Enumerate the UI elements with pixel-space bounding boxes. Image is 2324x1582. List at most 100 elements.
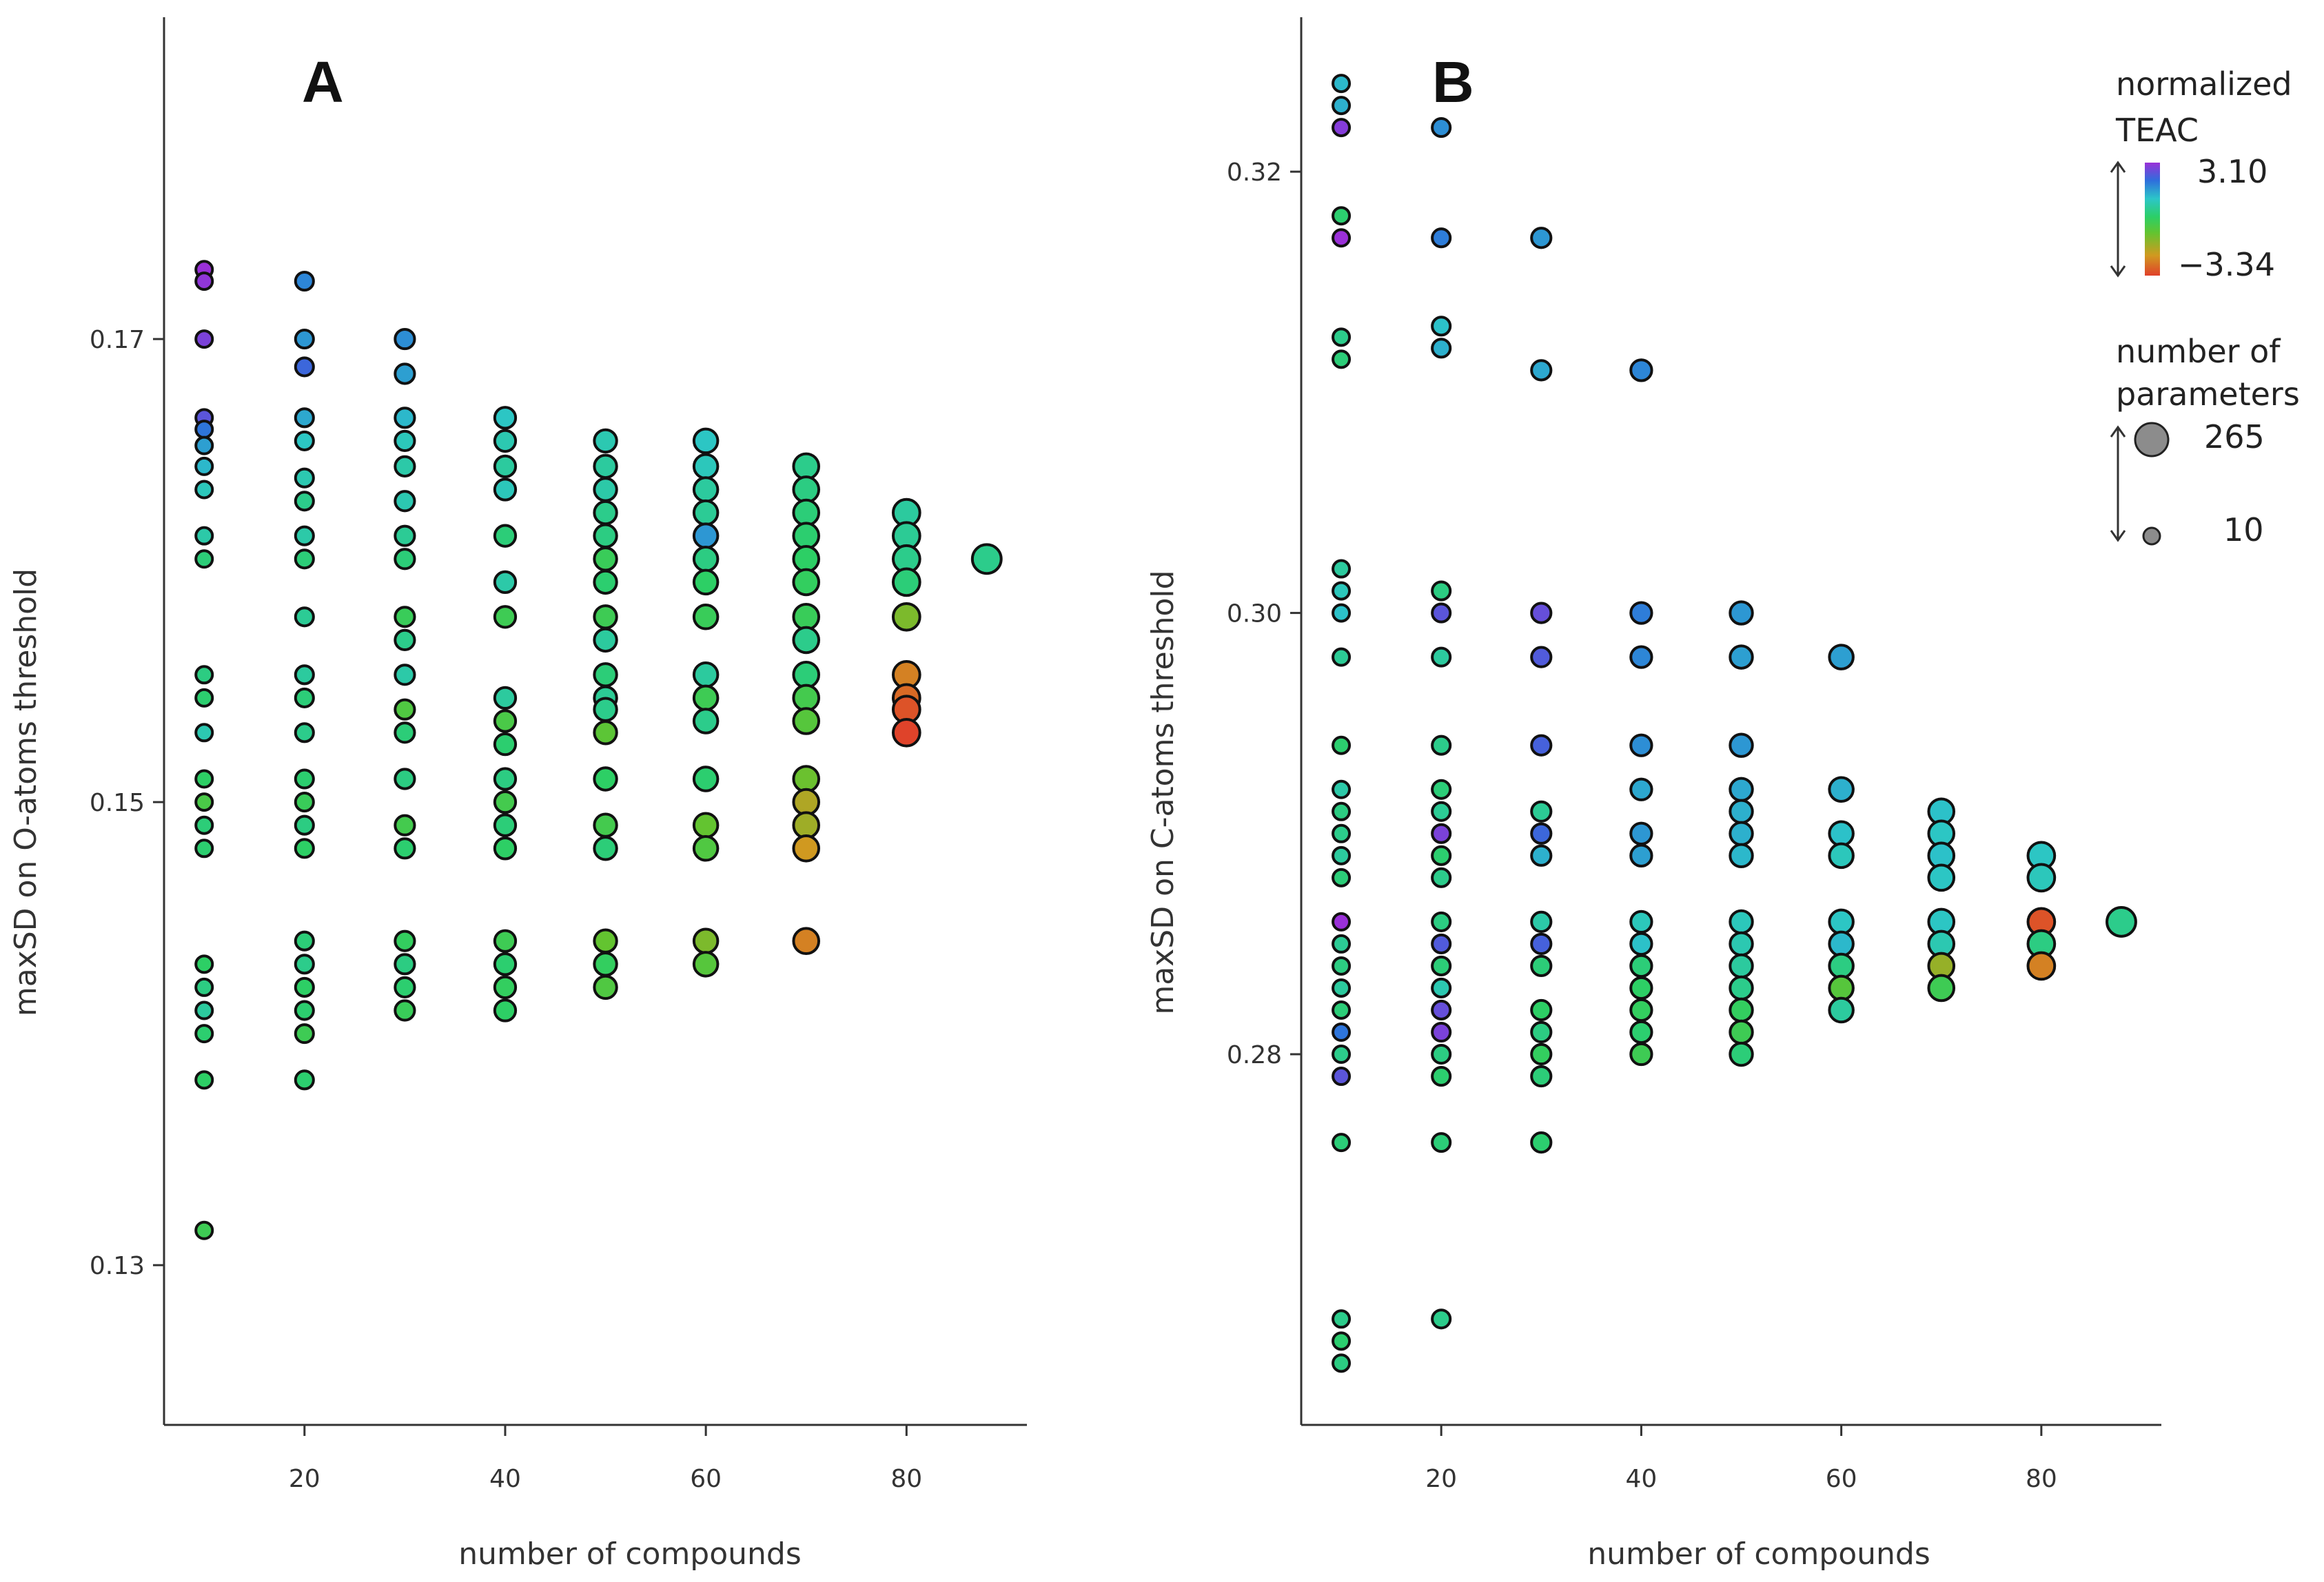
legend-size-arrow-down-head — [2110, 530, 2126, 542]
panel-a-point — [891, 567, 921, 597]
panel-b-y-tick-label: 0.28 — [1227, 1041, 1282, 1069]
panel-a-point — [294, 407, 315, 429]
panel-b-point — [1530, 1020, 1553, 1044]
panel-a-point — [792, 452, 821, 481]
panel-a-point — [493, 952, 518, 976]
panel-a-point — [792, 811, 821, 840]
panel-a-point — [792, 544, 821, 573]
panel-b-point — [1431, 227, 1452, 249]
legend-size-min-label: 10 — [2223, 511, 2264, 548]
panel-b-point — [1332, 978, 1352, 998]
panel-b-point — [1629, 821, 1653, 845]
panel-b-point — [1629, 932, 1653, 956]
panel-a-point — [194, 435, 214, 455]
panel-b-point — [1629, 998, 1653, 1023]
panel-b-point — [1629, 601, 1653, 625]
panel-a-point — [394, 721, 416, 744]
panel-b-y-axis-title: maxSD on C-atoms threshold — [1145, 570, 1181, 1014]
panel-b-point — [1332, 1309, 1352, 1329]
panel-a-point — [692, 568, 720, 596]
panel-a-point — [692, 708, 720, 734]
legend: normalized TEAC 3.10 −3.34 number of par… — [2110, 65, 2300, 548]
panel-a-point — [394, 698, 416, 721]
panel-b-point — [2026, 951, 2057, 981]
panel-a-x-tick-label: 40 — [489, 1465, 521, 1493]
panel-a-point — [194, 1000, 214, 1020]
panel-b-point — [1332, 1133, 1352, 1153]
panel-a-point — [692, 766, 720, 792]
panel-a-point — [692, 661, 720, 688]
panel-b-point — [1729, 821, 1754, 847]
panel-b-point — [1729, 1041, 1754, 1067]
panel-a-point — [493, 570, 518, 595]
panel-b-point — [1729, 732, 1754, 758]
panel-a-point — [294, 768, 315, 790]
panel-b-point — [1530, 734, 1553, 757]
panel-b-ticks: 20 40 60 80 0.28 0.30 0.32 — [1227, 158, 2057, 1493]
panel-b-point — [1332, 581, 1352, 601]
panel-a-point — [493, 686, 518, 710]
panel-a-point — [493, 732, 518, 757]
panel-b-point — [1530, 954, 1553, 978]
panel-b-point — [1431, 734, 1452, 756]
panel-b-points — [1332, 74, 2137, 1373]
panel-a-point — [394, 768, 416, 790]
panel-b-point — [1828, 952, 1855, 980]
panel-b-point — [1332, 647, 1352, 667]
panel-b-point — [1828, 820, 1855, 847]
panel-a-point — [493, 477, 518, 502]
panel-a-point — [891, 717, 921, 748]
panel-a-point — [194, 723, 214, 743]
legend-color-min-label: −3.34 — [2178, 246, 2275, 283]
panel-a-point — [692, 453, 720, 480]
panel-b-point — [1729, 997, 1754, 1023]
panel-b-point — [1828, 930, 1855, 958]
panel-b-point — [1332, 934, 1352, 954]
panel-a-point — [493, 929, 518, 953]
panel-b-x-axis-title: number of compounds — [1587, 1537, 1930, 1572]
panel-a-point — [194, 1070, 214, 1090]
panel-a-point — [792, 660, 821, 689]
panel-a-point — [394, 429, 416, 453]
panel-a-point — [493, 454, 518, 479]
panel-b-point — [1927, 863, 1956, 892]
panel-b-point — [1828, 908, 1855, 936]
panel-b-x-tick-label: 60 — [1826, 1465, 1857, 1493]
legend-size-max-label: 265 — [2204, 418, 2265, 455]
panel-b-point — [1431, 845, 1452, 866]
panel-a-point — [294, 467, 315, 489]
legend-size-title-line2: parameters — [2116, 376, 2300, 413]
panel-b-point — [1332, 912, 1352, 932]
panel-b-point — [1332, 1067, 1352, 1087]
panel-b-point — [1530, 932, 1553, 956]
panel-a-point — [593, 523, 618, 548]
panel-a-point — [394, 953, 416, 976]
panel-b-point — [1431, 1132, 1452, 1153]
panel-a-letter: A — [302, 50, 344, 114]
panel-b-x-tick-label: 40 — [1625, 1465, 1657, 1493]
panel-a: A number of compounds maxSD on O-atoms t… — [8, 17, 1027, 1572]
panel-b-point — [1332, 1000, 1352, 1020]
legend-color-arrow-down-head — [2110, 265, 2126, 278]
panel-b-point — [1530, 844, 1553, 867]
panel-b-point — [1629, 843, 1653, 867]
panel-a-point — [194, 480, 214, 500]
panel-a-point — [294, 1023, 315, 1045]
panel-b-point — [2026, 863, 2057, 893]
panel-a-point — [294, 838, 315, 859]
panel-b-point — [1530, 1131, 1553, 1154]
panel-a-point — [891, 602, 921, 632]
panel-b-point — [1828, 996, 1855, 1024]
panel-b-point — [1530, 1042, 1553, 1066]
panel-b-point — [1530, 602, 1553, 624]
panel-a-point — [394, 490, 416, 513]
panel-a-point — [692, 522, 720, 549]
panel-a-point — [194, 526, 214, 546]
panel-b-point — [1332, 228, 1352, 248]
panel-b-point — [1530, 359, 1553, 382]
panel-b-point — [1431, 1308, 1452, 1330]
panel-a-point — [194, 839, 214, 859]
panel-b-point — [1332, 1353, 1352, 1373]
panel-a-point — [593, 604, 618, 630]
